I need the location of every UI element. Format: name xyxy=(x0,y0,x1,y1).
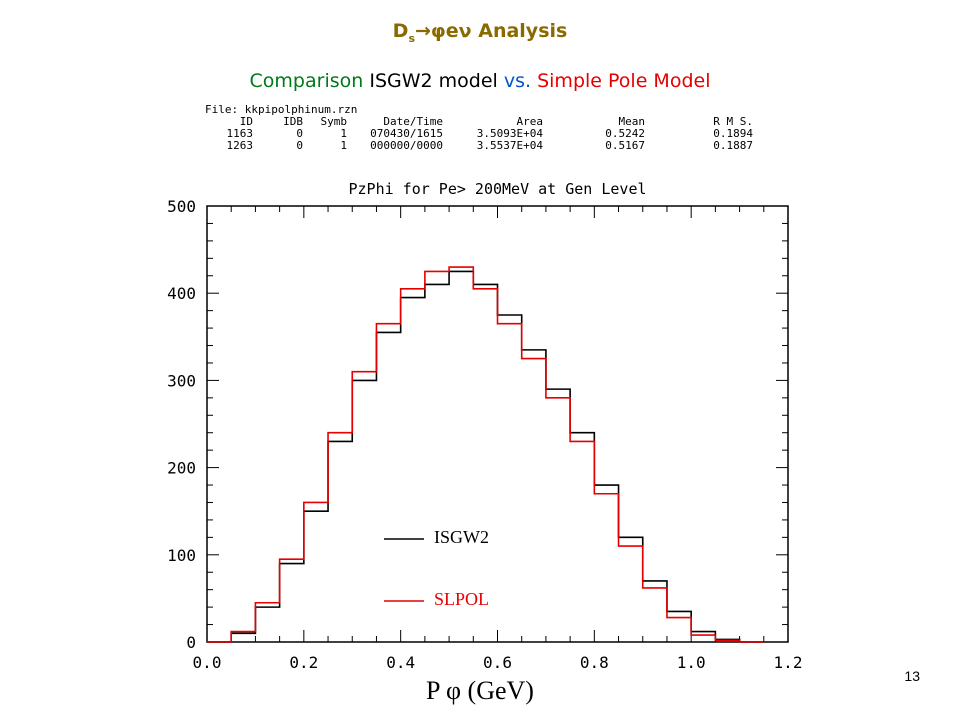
info-cell: 0 xyxy=(296,127,303,140)
y-tick-label: 400 xyxy=(167,284,196,303)
info-header-row: ID IDB Symb Date/Time Area Mean R M S. xyxy=(205,116,753,128)
page-number: 13 xyxy=(904,668,920,684)
subtitle-part-comparison: Comparison xyxy=(249,70,364,92)
x-tick-label: 0.6 xyxy=(483,653,512,672)
chart-title: PzPhi for Pe> 200MeV at Gen Level xyxy=(348,180,646,198)
y-tick-label: 0 xyxy=(186,633,196,652)
info-header-id: ID xyxy=(239,115,253,128)
info-cell: 0.5242 xyxy=(605,127,645,140)
series-line-slpol xyxy=(207,266,764,643)
x-tick-label: 1.2 xyxy=(774,653,803,672)
y-tick-label: 100 xyxy=(167,546,196,565)
info-row-1263: 1263 0 1 000000/0000 3.5537E+04 0.5167 0… xyxy=(205,139,754,152)
info-cell: 1 xyxy=(340,127,347,140)
info-row-1163: 1163 0 1 070430/1615 3.5093E+04 0.5242 0… xyxy=(205,127,754,140)
info-cell: 0.1887 xyxy=(713,139,753,152)
info-cell: 0.5167 xyxy=(605,139,645,152)
x-tick-label: 0.2 xyxy=(289,653,318,672)
info-header-mean: Mean xyxy=(618,115,646,128)
info-cell: 1163 xyxy=(226,127,254,140)
plot-frame xyxy=(206,205,789,643)
y-tick-label: 500 xyxy=(167,197,196,216)
histogram-info-table: File: kkpipolphinum.rzn ID IDB Symb Date… xyxy=(205,104,753,152)
info-header-idb: IDB xyxy=(283,115,303,128)
info-header-rms: R M S. xyxy=(713,115,753,128)
info-header-area: Area xyxy=(516,115,544,128)
info-header-datetime: Date/Time xyxy=(383,115,443,128)
info-header-symb: Symb xyxy=(320,115,348,128)
subtitle-part-vs: vs. xyxy=(503,70,532,92)
x-tick-label: 0.4 xyxy=(386,653,415,672)
title-subscript: s xyxy=(408,31,416,45)
legend-label-slpol: SLPOL xyxy=(434,589,489,609)
info-cell: 1263 xyxy=(226,139,254,152)
y-tick-label: 300 xyxy=(167,371,196,390)
x-tick-label: 0.0 xyxy=(193,653,222,672)
info-cell: 3.5093E+04 xyxy=(476,127,543,140)
slide-title: Ds→φeν Analysis xyxy=(0,20,960,45)
info-cell: 1 xyxy=(340,139,347,152)
y-tick-label: 200 xyxy=(167,459,196,478)
info-file-line: File: kkpipolphinum.rzn xyxy=(205,103,358,116)
x-axis-label: P φ (GeV) xyxy=(426,676,534,705)
title-rest: →φeν Analysis xyxy=(415,20,568,42)
info-cell: 000000/0000 xyxy=(370,139,443,152)
subtitle-part-isgw2: ISGW2 model xyxy=(369,70,498,92)
series-line-isgw2 xyxy=(207,270,764,643)
slide-subtitle: Comparison ISGW2 model vs. Simple Pole M… xyxy=(0,70,960,92)
info-cell: 3.5537E+04 xyxy=(476,139,543,152)
subtitle-part-simple-pole: Simple Pole Model xyxy=(537,70,711,92)
x-tick-label: 0.8 xyxy=(580,653,609,672)
info-cell: 0 xyxy=(296,139,303,152)
info-cell: 0.1894 xyxy=(713,127,753,140)
info-cell: 070430/1615 xyxy=(370,127,443,140)
legend-label-isgw2: ISGW2 xyxy=(434,527,489,547)
x-tick-label: 1.0 xyxy=(677,653,706,672)
title-prefix: D xyxy=(392,20,409,42)
